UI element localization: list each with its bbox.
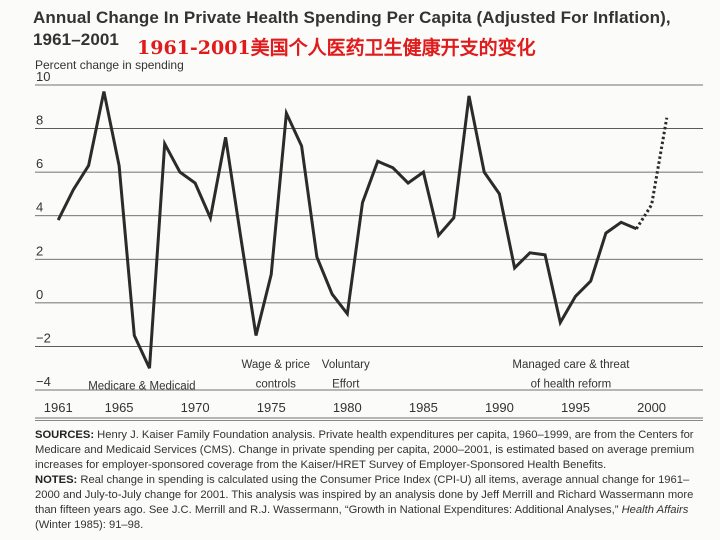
series-line-actual bbox=[56, 91, 637, 369]
x-tick-label: 1961 bbox=[44, 400, 73, 415]
sources-paragraph: SOURCES: Henry J. Kaiser Family Foundati… bbox=[35, 428, 703, 473]
series-lines bbox=[56, 91, 669, 369]
annotation-label: Medicare & Medicaid bbox=[88, 381, 195, 393]
y-tick-label: 0 bbox=[36, 287, 43, 302]
x-tick-label: 1970 bbox=[181, 400, 210, 415]
x-tick-label: 1980 bbox=[333, 400, 362, 415]
annotation-label: Effort bbox=[332, 378, 360, 390]
x-tick-label: 1990 bbox=[485, 400, 514, 415]
x-tick-label: 1995 bbox=[561, 400, 590, 415]
notes-divider bbox=[35, 420, 703, 421]
y-tick-label: −2 bbox=[36, 330, 51, 345]
y-tick-label: −4 bbox=[36, 374, 51, 389]
citation-end: (Winter 1985): 91–98. bbox=[35, 519, 144, 531]
notes-block: SOURCES: Henry J. Kaiser Family Foundati… bbox=[35, 428, 703, 533]
x-tick-label: 1965 bbox=[105, 400, 134, 415]
chart-title: Annual Change In Private Health Spending… bbox=[33, 8, 671, 49]
annotations: Medicare & Medicaid Wage & price controls V… bbox=[88, 359, 630, 393]
y-tick-label: 2 bbox=[36, 243, 43, 258]
x-tick-label: 1975 bbox=[257, 400, 286, 415]
y-axis-label: Percent change in spending bbox=[35, 58, 184, 72]
x-tick-labels: 1961 1965 1970 1975 1980 1985 1990 1995 2000 bbox=[44, 400, 666, 415]
y-tick-label: 10 bbox=[36, 69, 50, 84]
x-tick-label: 1985 bbox=[409, 400, 438, 415]
chart-subtitle-cn: 1961-2001美国个人医药卫生健康开支的变化 bbox=[137, 37, 536, 59]
gridlines bbox=[35, 84, 703, 419]
y-tick-label: 8 bbox=[36, 113, 43, 128]
y-tick-label: 6 bbox=[36, 156, 43, 171]
series-line-projected bbox=[635, 117, 669, 230]
y-tick-labels: 10 8 6 4 2 0 −2 −4 bbox=[36, 69, 51, 389]
annotation-label: of health reform bbox=[531, 378, 612, 390]
sources-label: SOURCES: bbox=[35, 429, 95, 441]
annotation-label: Wage & price bbox=[241, 359, 310, 371]
journal-name: Health Affairs bbox=[621, 504, 689, 516]
sources-text: Henry J. Kaiser Family Foundation analys… bbox=[35, 429, 695, 471]
y-tick-label: 4 bbox=[36, 200, 43, 215]
notes-label: NOTES: bbox=[35, 474, 78, 486]
notes-text: Real change in spending is calculated us… bbox=[35, 474, 694, 516]
annotation-label: Managed care & threat bbox=[512, 359, 630, 371]
notes-paragraph: NOTES: Real change in spending is calcul… bbox=[35, 473, 703, 533]
annotation-label: Voluntary bbox=[322, 359, 370, 371]
x-tick-label: 2000 bbox=[637, 400, 666, 415]
annotation-label: controls bbox=[256, 378, 297, 390]
